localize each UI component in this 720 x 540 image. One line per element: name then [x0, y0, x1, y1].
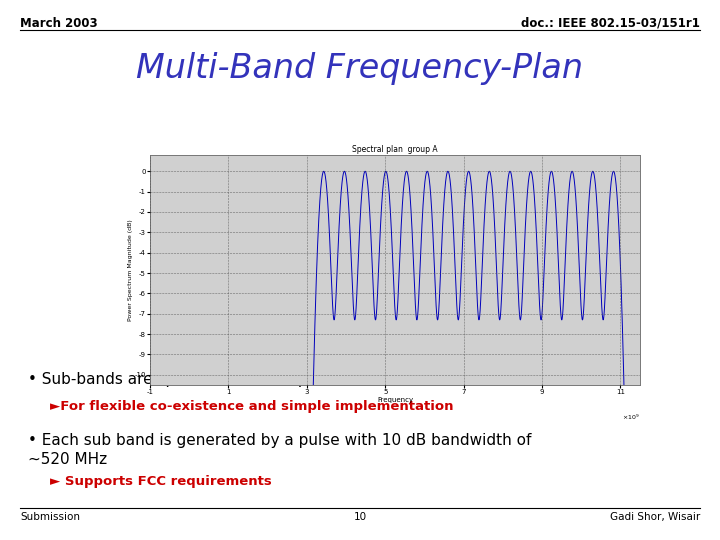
Text: ~520 MHz: ~520 MHz	[28, 452, 107, 467]
Text: ► Supports FCC requirements: ► Supports FCC requirements	[50, 475, 271, 488]
Title: Spectral plan  group A: Spectral plan group A	[352, 145, 438, 154]
Y-axis label: Power Spectrum Magnitude (dB): Power Spectrum Magnitude (dB)	[128, 219, 133, 321]
Text: 10: 10	[354, 512, 366, 522]
Text: • Sub-bands are spaced 470 MHz apart: • Sub-bands are spaced 470 MHz apart	[28, 372, 329, 387]
Text: doc.: IEEE 802.15-03/151r1: doc.: IEEE 802.15-03/151r1	[521, 17, 700, 30]
Text: Submission: Submission	[20, 512, 80, 522]
X-axis label: Frequency: Frequency	[377, 396, 413, 402]
Text: Gadi Shor, Wisair: Gadi Shor, Wisair	[610, 512, 700, 522]
Text: Multi-Band Frequency-Plan: Multi-Band Frequency-Plan	[137, 52, 583, 85]
Text: ►For flexible co-existence and simple implementation: ►For flexible co-existence and simple im…	[50, 400, 454, 413]
Text: March 2003: March 2003	[20, 17, 98, 30]
Text: • Each sub band is generated by a pulse with 10 dB bandwidth of: • Each sub band is generated by a pulse …	[28, 433, 531, 448]
Text: $\times 10^9$: $\times 10^9$	[622, 413, 640, 422]
